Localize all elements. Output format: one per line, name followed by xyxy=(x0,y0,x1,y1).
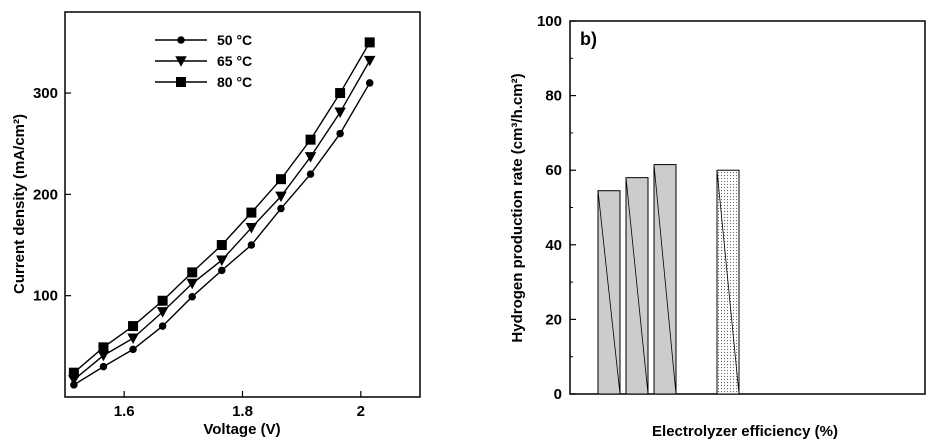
legend-a: 50 °C 65 °C 80 °C xyxy=(155,32,252,90)
series-markers-a xyxy=(68,37,376,389)
bar-diagonal xyxy=(653,164,677,395)
y-tick-label-b: 80 xyxy=(545,88,562,105)
series-line-triangle-down xyxy=(73,60,371,381)
legend-label: 65 °C xyxy=(217,53,252,69)
y-tick-label-a: 200 xyxy=(33,186,58,203)
data-point-triangle-down xyxy=(245,223,258,234)
legend-marker-triangle-down xyxy=(175,56,187,67)
x-axis-label-a: Voltage (V) xyxy=(203,421,280,438)
data-point-circle xyxy=(218,266,226,275)
data-point-circle xyxy=(129,345,137,354)
data-point-square xyxy=(68,367,79,378)
x-axis-label-b: Electrolyzer efficiency (%) xyxy=(652,423,838,440)
plot-frame-a xyxy=(64,11,421,398)
series-lines-a xyxy=(73,42,371,386)
data-point-triangle-down xyxy=(334,107,346,119)
data-point-square xyxy=(216,240,227,251)
legend-marker-circle xyxy=(177,36,185,44)
data-point-square xyxy=(187,267,198,278)
data-point-triangle-down xyxy=(127,333,139,344)
y-tick-label-b: 40 xyxy=(545,237,562,254)
data-point-square xyxy=(364,37,375,48)
bar-diagonal xyxy=(716,170,740,395)
legend-label: 80 °C xyxy=(217,74,252,90)
data-point-square xyxy=(128,321,139,332)
data-point-circle xyxy=(158,322,167,330)
data-point-triangle-down xyxy=(363,55,376,67)
data-point-triangle-down xyxy=(186,278,198,290)
data-point-triangle-down xyxy=(97,350,110,362)
x-tick-label-a: 1.8 xyxy=(232,403,253,420)
y-axis-label-b: Hydrogen production rate (cm³/h.cm²) xyxy=(509,73,526,342)
series-line-circle xyxy=(73,82,371,386)
data-point-circle xyxy=(277,204,285,213)
y-axis-ticks-b: 0 20 40 60 80 100 xyxy=(537,13,576,403)
data-point-square xyxy=(157,295,168,306)
series-line-square xyxy=(73,42,371,374)
data-point-circle xyxy=(336,129,344,138)
y-tick-label-b: 20 xyxy=(545,311,562,328)
x-tick-label-a: 1.6 xyxy=(114,403,135,420)
hydrogen-production-chart: b) 0 20 40 60 80 100 Electrolyzer efficiency … xyxy=(509,13,926,440)
data-point-square xyxy=(98,342,109,353)
legend-label: 50 °C xyxy=(217,32,252,48)
plot-frame-b xyxy=(569,20,926,395)
data-point-circle xyxy=(188,292,196,301)
y-tick-label-b: 100 xyxy=(537,13,562,30)
legend-marker-square xyxy=(176,77,186,87)
data-point-square xyxy=(246,207,257,218)
x-tick-label-a: 2 xyxy=(357,403,365,420)
data-point-triangle-down xyxy=(156,307,169,318)
data-point-triangle-down xyxy=(304,152,317,163)
y-tick-label-a: 300 xyxy=(33,85,58,102)
y-axis-label-a: Current density (mA/cm²) xyxy=(11,114,28,294)
data-point-triangle-down xyxy=(275,191,287,203)
y-tick-label-a: 100 xyxy=(33,288,58,305)
y-tick-label-b: 0 xyxy=(554,386,562,403)
data-point-square xyxy=(275,174,286,185)
data-point-circle xyxy=(99,362,108,371)
panel-label-b: b) xyxy=(580,29,597,49)
data-point-square xyxy=(335,88,346,99)
current-density-chart: 1.6 1.8 2 100 200 300 50 °C 65 °C 80 °C Voltag… xyxy=(11,11,421,438)
bars-b xyxy=(597,164,740,395)
data-point-circle xyxy=(306,170,315,178)
x-axis-ticks-a: 1.6 1.8 2 xyxy=(114,391,365,420)
data-point-circle xyxy=(247,241,256,249)
bar-diagonal xyxy=(625,177,649,395)
data-point-circle xyxy=(365,79,374,87)
y-tick-label-b: 60 xyxy=(545,162,562,179)
bar-diagonal xyxy=(597,190,621,395)
y-axis-ticks-a: 100 200 300 xyxy=(33,85,71,305)
data-point-triangle-down xyxy=(216,255,228,266)
data-point-square xyxy=(305,134,316,145)
